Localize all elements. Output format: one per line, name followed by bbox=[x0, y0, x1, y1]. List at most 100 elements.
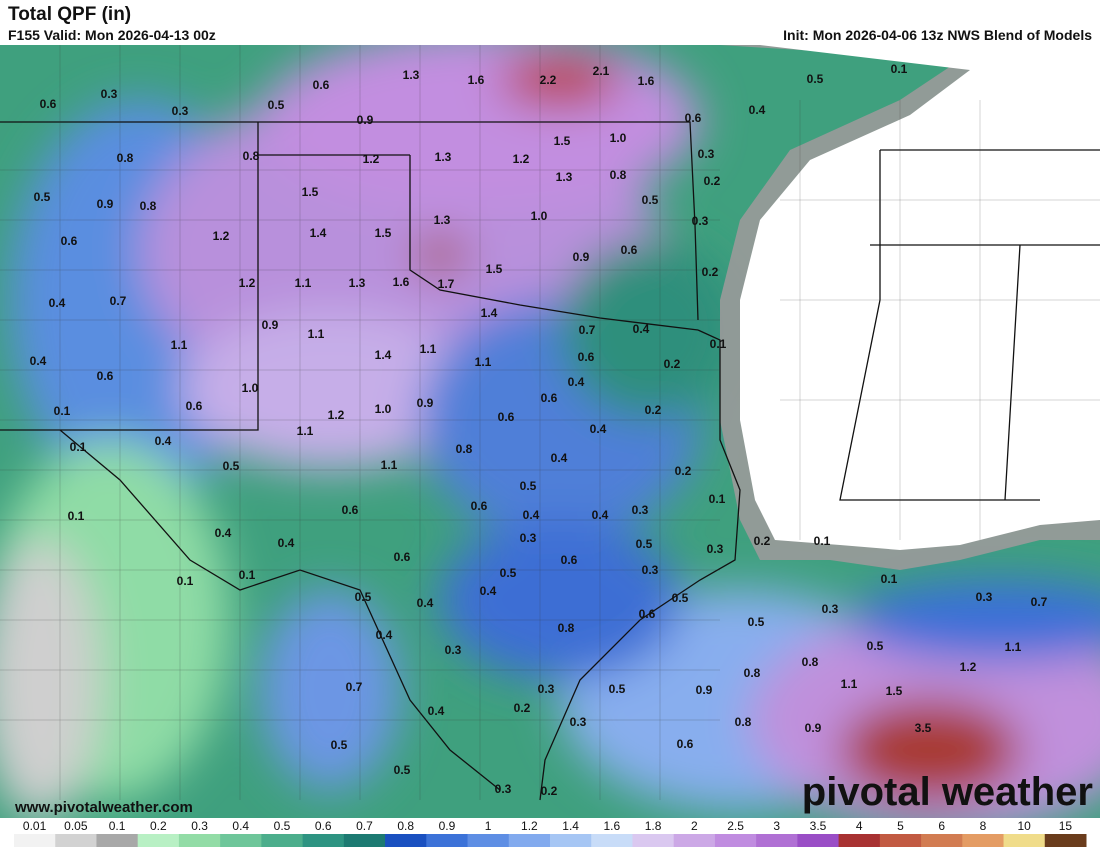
qpf-label: 1.1 bbox=[1005, 640, 1022, 654]
legend-tick-label: 0.05 bbox=[64, 819, 88, 833]
qpf-label: 0.2 bbox=[704, 174, 721, 188]
qpf-label: 1.1 bbox=[297, 424, 314, 438]
qpf-label: 0.5 bbox=[672, 591, 689, 605]
qpf-label: 0.1 bbox=[891, 62, 908, 76]
qpf-label: 0.2 bbox=[645, 403, 662, 417]
qpf-label: 0.1 bbox=[68, 509, 85, 523]
legend-tick-label: 4 bbox=[856, 819, 863, 833]
init-time: Init: Mon 2026-04-06 13z NWS Blend of Mo… bbox=[783, 27, 1092, 43]
qpf-label: 1.2 bbox=[328, 408, 345, 422]
legend-tick-label: 1.8 bbox=[645, 819, 662, 833]
qpf-label: 1.2 bbox=[363, 152, 380, 166]
qpf-label: 1.2 bbox=[213, 229, 230, 243]
qpf-label: 0.6 bbox=[97, 369, 114, 383]
qpf-labels: 0.3 0.6 0.3 0.5 0.6 1.3 1.6 2.2 2.1 1.6 0.5 0.1 0.9 0… bbox=[30, 62, 1048, 798]
qpf-label: 0.4 bbox=[155, 434, 172, 448]
legend-swatch bbox=[1044, 834, 1087, 847]
legend-swatch bbox=[632, 834, 675, 847]
legend-swatch bbox=[756, 834, 798, 847]
valid-time: F155 Valid: Mon 2026-04-13 00z bbox=[8, 27, 216, 43]
qpf-label: 0.5 bbox=[642, 193, 659, 207]
title: Total QPF (in) bbox=[8, 4, 131, 25]
legend-swatch bbox=[426, 834, 469, 847]
qpf-label: 1.4 bbox=[375, 348, 392, 362]
legend-tick-label: 2 bbox=[691, 819, 698, 833]
legend-swatch bbox=[1003, 834, 1046, 847]
qpf-label: 0.7 bbox=[1031, 595, 1048, 609]
qpf-label: 0.5 bbox=[34, 190, 51, 204]
qpf-label: 0.4 bbox=[592, 508, 609, 522]
qpf-label: 0.4 bbox=[215, 526, 232, 540]
qpf-label: 0.8 bbox=[558, 621, 575, 635]
legend-tick-label: 6 bbox=[938, 819, 945, 833]
legend-tick-label: 0.8 bbox=[397, 819, 414, 833]
qpf-label: 1.3 bbox=[434, 213, 451, 227]
qpf-label: 0.8 bbox=[735, 715, 752, 729]
qpf-label: 0.6 bbox=[40, 97, 57, 111]
qpf-label: 1.0 bbox=[531, 209, 548, 223]
qpf-label: 1.1 bbox=[841, 677, 858, 691]
qpf-label: 0.2 bbox=[754, 534, 771, 548]
qpf-label: 0.7 bbox=[346, 680, 363, 694]
legend-swatch bbox=[302, 834, 345, 847]
website: www.pivotalweather.com bbox=[14, 799, 193, 816]
qpf-label: 0.3 bbox=[445, 643, 462, 657]
qpf-label: 0.5 bbox=[867, 639, 884, 653]
qpf-label: 0.1 bbox=[54, 404, 71, 418]
legend-tick-label: 1 bbox=[485, 819, 492, 833]
qpf-label: 0.4 bbox=[523, 508, 540, 522]
qpf-label: 0.2 bbox=[702, 265, 719, 279]
qpf-label: 0.2 bbox=[541, 784, 558, 798]
qpf-label: 0.1 bbox=[177, 574, 194, 588]
qpf-label: 0.9 bbox=[696, 683, 713, 697]
qpf-label: 0.6 bbox=[621, 243, 638, 257]
qpf-label: 1.3 bbox=[556, 170, 573, 184]
qpf-label: 0.6 bbox=[639, 607, 656, 621]
qpf-label: 0.8 bbox=[117, 151, 134, 165]
legend-swatch bbox=[137, 834, 180, 847]
qpf-label: 0.5 bbox=[355, 590, 372, 604]
legend-swatch bbox=[838, 834, 881, 847]
qpf-label: 0.3 bbox=[570, 715, 587, 729]
legend-swatch bbox=[673, 834, 716, 847]
qpf-label: 1.0 bbox=[375, 402, 392, 416]
legend-tick-label: 8 bbox=[980, 819, 987, 833]
qpf-label: 0.8 bbox=[140, 199, 157, 213]
qpf-label: 1.1 bbox=[171, 338, 188, 352]
qpf-label: 1.3 bbox=[403, 68, 420, 82]
qpf-label: 0.6 bbox=[685, 111, 702, 125]
qpf-label: 0.1 bbox=[709, 492, 726, 506]
map-field bbox=[0, 45, 1100, 818]
legend-swatch bbox=[14, 834, 56, 847]
qpf-label: 0.4 bbox=[551, 451, 568, 465]
qpf-label: 1.4 bbox=[310, 226, 327, 240]
qpf-label: 0.4 bbox=[417, 596, 434, 610]
qpf-label: 1.5 bbox=[302, 185, 319, 199]
legend-swatch bbox=[962, 834, 1005, 847]
qpf-label: 0.6 bbox=[186, 399, 203, 413]
qpf-label: 1.6 bbox=[638, 74, 655, 88]
qpf-label: 1.1 bbox=[381, 458, 398, 472]
legend-swatch bbox=[96, 834, 139, 847]
qpf-label: 0.5 bbox=[609, 682, 626, 696]
qpf-label: 0.3 bbox=[707, 542, 724, 556]
qpf-label: 0.1 bbox=[70, 440, 87, 454]
qpf-label: 0.9 bbox=[417, 396, 434, 410]
qpf-label: 0.8 bbox=[243, 149, 260, 163]
qpf-label: 0.5 bbox=[520, 479, 537, 493]
legend-tick-label: 5 bbox=[897, 819, 904, 833]
qpf-label: 1.2 bbox=[513, 152, 530, 166]
qpf-label: 1.2 bbox=[960, 660, 977, 674]
qpf-label: 0.3 bbox=[976, 590, 993, 604]
qpf-label: 0.9 bbox=[97, 197, 114, 211]
legend-swatch bbox=[879, 834, 922, 847]
qpf-label: 0.4 bbox=[376, 628, 393, 642]
qpf-label: 1.5 bbox=[886, 684, 903, 698]
qpf-label: 1.0 bbox=[610, 131, 627, 145]
legend-swatch bbox=[343, 834, 386, 847]
legend-tick-label: 0.6 bbox=[315, 819, 332, 833]
qpf-label: 0.9 bbox=[805, 721, 822, 735]
qpf-label: 0.7 bbox=[579, 323, 596, 337]
qpf-label: 0.4 bbox=[480, 584, 497, 598]
qpf-label: 0.9 bbox=[262, 318, 279, 332]
